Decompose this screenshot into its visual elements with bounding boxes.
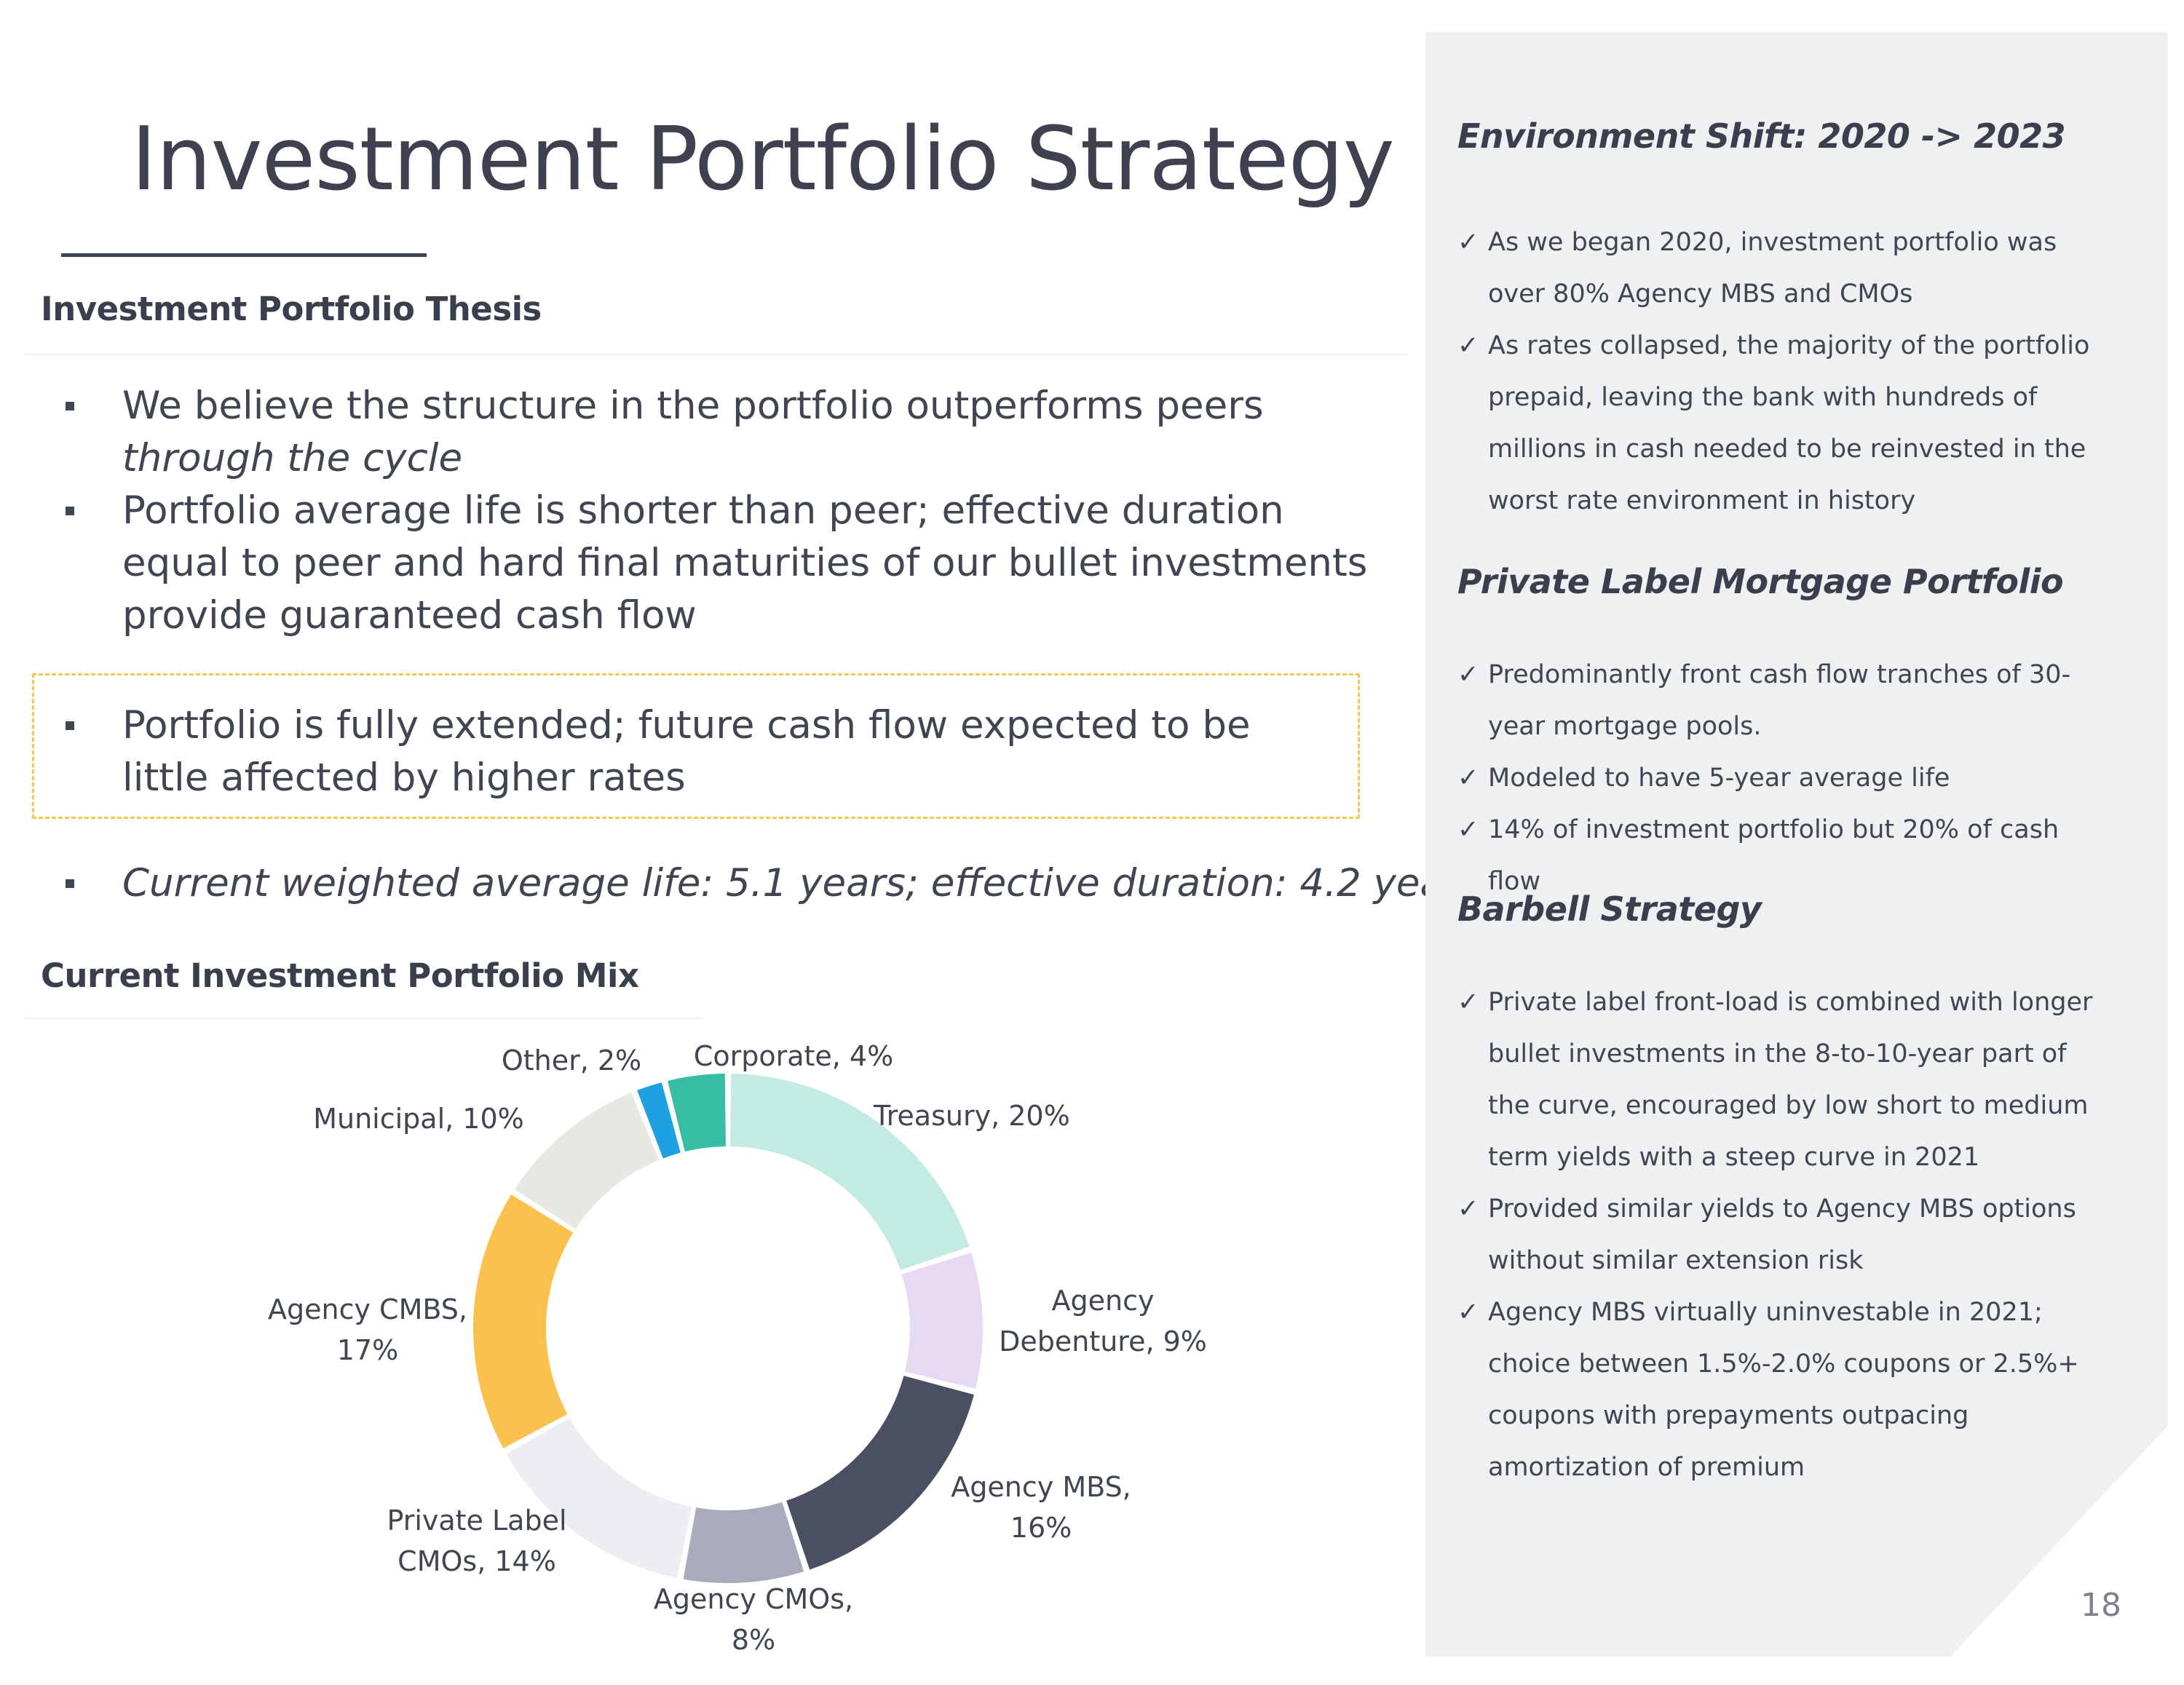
donut-label-municipal: Municipal, 10% bbox=[313, 1103, 524, 1135]
private-label-item-2-text: Modeled to have 5-year average life bbox=[1488, 764, 1950, 793]
barbell-heading: Barbell Strategy bbox=[1457, 889, 1762, 929]
thesis-bullets-top: We believe the structure in the portfoli… bbox=[61, 380, 1393, 642]
barbell-item-3: ✓ Agency MBS virtually uninvestable in 20… bbox=[1457, 1287, 2113, 1494]
env-shift-heading: Environment Shift: 2020 -> 2023 bbox=[1457, 116, 2066, 156]
private-label-list: ✓ Predominantly front cash flow tranches … bbox=[1457, 649, 2113, 908]
donut-label-treasury: Treasury, 20% bbox=[873, 1100, 1070, 1132]
thesis-bullet-1-text: We believe the structure in the portfoli… bbox=[122, 384, 1264, 428]
barbell-item-3-text: Agency MBS virtually uninvestable in 202… bbox=[1488, 1298, 2079, 1482]
checkmark-icon: ✓ bbox=[1457, 988, 1479, 1017]
page-title: Investment Portfolio Strategy bbox=[131, 109, 1395, 210]
env-shift-item-1: ✓ As we began 2020, investment portfolio … bbox=[1457, 217, 2113, 320]
thesis-bullet-4: Current weighted average life: 5.1 years… bbox=[61, 857, 1479, 910]
barbell-item-2: ✓ Provided similar yields to Agency MBS o… bbox=[1457, 1184, 2113, 1287]
checkmark-icon: ✓ bbox=[1457, 764, 1479, 793]
donut-slice-agency-cmos bbox=[683, 1502, 804, 1583]
donut-label-private-label-cmos: Private Label CMOs, 14% bbox=[387, 1504, 566, 1577]
callout-box bbox=[32, 673, 1360, 819]
barbell-item-1: ✓ Private label front-load is combined wi… bbox=[1457, 977, 2113, 1184]
env-shift-item-2: ✓ As rates collapsed, the majority of the… bbox=[1457, 320, 2113, 527]
checkmark-icon: ✓ bbox=[1457, 1298, 1479, 1327]
donut-slice-corporate bbox=[668, 1074, 726, 1152]
donut-label-corporate: Corporate, 4% bbox=[694, 1040, 893, 1072]
thesis-divider bbox=[25, 354, 1408, 355]
thesis-bullet-1-emphasis: through the cycle bbox=[122, 436, 463, 480]
donut-slice-agency-mbs bbox=[786, 1376, 974, 1570]
portfolio-mix-donut-chart: Treasury, 20% Agency Debenture, 9% Agency M… bbox=[268, 1040, 1207, 1656]
private-label-item-2: ✓ Modeled to have 5-year average life bbox=[1457, 753, 2113, 804]
donut-label-other: Other, 2% bbox=[502, 1044, 641, 1077]
mix-divider bbox=[25, 1018, 702, 1019]
bullet-square-icon bbox=[66, 507, 74, 515]
env-shift-list: ✓ As we began 2020, investment portfolio … bbox=[1457, 217, 2113, 527]
thesis-bullet-3-text: Portfolio is fully extended; future cash… bbox=[122, 703, 1251, 800]
page-number: 18 bbox=[2081, 1587, 2121, 1624]
private-label-item-3: ✓ 14% of investment portfolio but 20% of … bbox=[1457, 804, 2113, 908]
donut-labels: Treasury, 20% Agency Debenture, 9% Agency M… bbox=[268, 1040, 1207, 1656]
barbell-item-1-text: Private label front-load is combined wit… bbox=[1488, 988, 2093, 1172]
env-shift-item-2-text: As rates collapsed, the majority of the … bbox=[1488, 331, 2090, 515]
private-label-heading: Private Label Mortgage Portfolio bbox=[1457, 562, 2064, 601]
thesis-heading: Investment Portfolio Thesis bbox=[41, 290, 542, 328]
title-underline bbox=[61, 253, 427, 257]
right-panel bbox=[1425, 32, 2168, 1657]
private-label-item-1: ✓ Predominantly front cash flow tranches … bbox=[1457, 649, 2113, 753]
checkmark-icon: ✓ bbox=[1457, 1194, 1479, 1224]
bullet-square-icon bbox=[66, 402, 74, 411]
mix-heading: Current Investment Portfolio Mix bbox=[41, 956, 639, 995]
donut-label-agency-cmbs: Agency CMBS, 17% bbox=[268, 1293, 467, 1366]
donut-slice-treasury bbox=[730, 1074, 970, 1270]
checkmark-icon: ✓ bbox=[1457, 660, 1479, 689]
thesis-bullet-2-text: Portfolio average life is shorter than p… bbox=[122, 488, 1368, 638]
donut-slice-private-label-cmos bbox=[506, 1418, 692, 1578]
private-label-item-1-text: Predominantly front cash flow tranches o… bbox=[1488, 660, 2071, 741]
donut-slice-agency-cmbs bbox=[473, 1194, 574, 1448]
barbell-item-2-text: Provided similar yields to Agency MBS op… bbox=[1488, 1194, 2076, 1275]
checkmark-icon: ✓ bbox=[1457, 228, 1479, 257]
thesis-bullet-1: We believe the structure in the portfoli… bbox=[61, 380, 1393, 485]
bullet-square-icon bbox=[66, 721, 74, 730]
thesis-bullet-2: Portfolio average life is shorter than p… bbox=[61, 485, 1393, 642]
thesis-bullets-bottom: Current weighted average life: 5.1 years… bbox=[61, 857, 1479, 910]
checkmark-icon: ✓ bbox=[1457, 815, 1479, 844]
barbell-list: ✓ Private label front-load is combined wi… bbox=[1457, 977, 2113, 1494]
donut-slice-other bbox=[637, 1082, 681, 1159]
checkmark-icon: ✓ bbox=[1457, 331, 1479, 360]
donut-label-agency-mbs: Agency MBS, 16% bbox=[951, 1471, 1131, 1544]
env-shift-item-1-text: As we began 2020, investment portfolio w… bbox=[1488, 228, 2057, 309]
donut-slice-agency-debenture bbox=[901, 1252, 983, 1389]
bullet-square-icon bbox=[66, 879, 74, 888]
donut-slice-municipal bbox=[514, 1093, 660, 1229]
donut-slices bbox=[473, 1074, 983, 1583]
thesis-bullet-4-text: Current weighted average life: 5.1 years… bbox=[122, 861, 1480, 905]
thesis-bullet-3: Portfolio is fully extended; future cash… bbox=[61, 699, 1342, 804]
donut-label-agency-debenture: Agency Debenture, 9% bbox=[999, 1285, 1207, 1357]
donut-label-agency-cmos: Agency CMOs, 8% bbox=[654, 1583, 853, 1656]
private-label-item-3-text: 14% of investment portfolio but 20% of c… bbox=[1488, 815, 2060, 896]
thesis-bullets-callout: Portfolio is fully extended; future cash… bbox=[61, 699, 1342, 804]
